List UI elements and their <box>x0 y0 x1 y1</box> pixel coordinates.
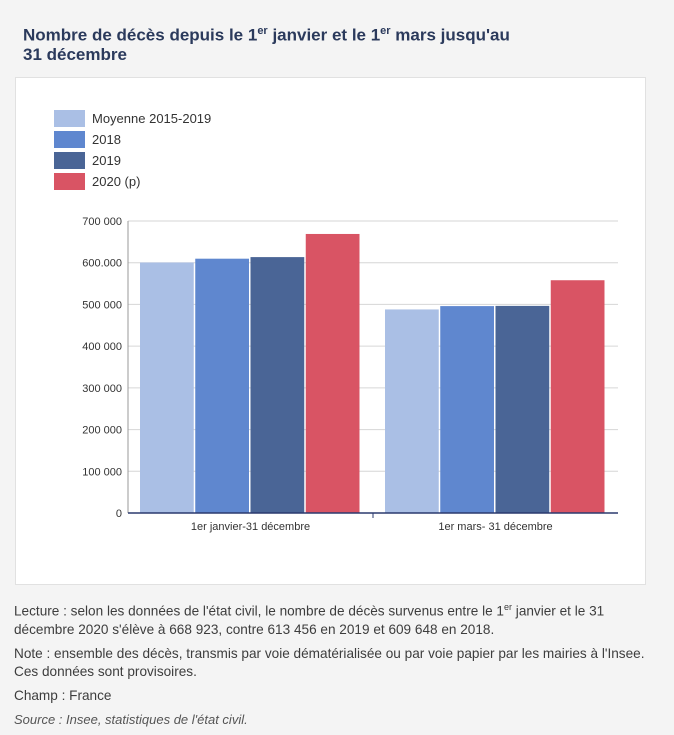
legend-label: 2018 <box>92 132 121 147</box>
legend-item: 2019 <box>54 150 211 171</box>
legend-swatch <box>54 152 85 169</box>
y-tick-label: 500 000 <box>82 299 122 311</box>
legend-swatch <box>54 131 85 148</box>
bar-1-cat-2 <box>385 309 439 513</box>
title-text-3: mars jusqu'au <box>390 25 510 45</box>
chart-title: Nombre de décès depuis le 1er janvier et… <box>23 22 653 64</box>
y-tick-label: 300 000 <box>82 383 122 395</box>
bar-3-cat-2 <box>495 305 550 513</box>
title-sup-1: er <box>257 25 268 37</box>
title-text-line2: 31 décembre <box>23 44 127 64</box>
bar-1-cat-1 <box>140 262 194 513</box>
bar-2-cat-2 <box>440 306 494 513</box>
chart-panel: 0 100 000 200 000 300 000 400 000 500 000 600.… <box>15 77 646 585</box>
x-category-label: 1er mars- 31 décembre <box>438 521 552 533</box>
title-sup-2: er <box>380 25 391 37</box>
legend-label: 2019 <box>92 153 121 168</box>
bar-3-cat-1 <box>250 257 305 513</box>
legend-swatch <box>54 110 85 127</box>
title-text-1: Nombre de décès depuis le 1 <box>23 25 258 45</box>
y-tick-label: 400 000 <box>82 341 122 353</box>
bar-4-cat-2 <box>550 280 605 513</box>
y-tick-label: 100 000 <box>82 466 122 478</box>
bar-2-cat-1 <box>195 258 249 513</box>
legend-label: 2020 (p) <box>92 174 141 189</box>
source-note: Source : Insee, statistiques de l'état c… <box>14 711 248 727</box>
chart-legend: Moyenne 2015-2019 2018 2019 2020 (p) <box>54 108 211 192</box>
y-tick-label: 0 <box>116 508 122 520</box>
legend-item: Moyenne 2015-2019 <box>54 108 211 129</box>
chart-notes: Lecture : selon les données de l'état ci… <box>14 598 662 735</box>
lecture-note: Lecture : selon les données de l'état ci… <box>14 602 605 637</box>
x-category-label: 1er janvier-31 décembre <box>191 521 310 533</box>
y-tick-label: 200 000 <box>82 425 122 437</box>
title-text-2: janvier et le 1 <box>267 25 381 45</box>
general-note: Note : ensemble des décès, transmis par … <box>14 645 645 679</box>
y-tick-label: 600.000 <box>82 258 122 270</box>
legend-swatch <box>54 173 85 190</box>
bar-4-cat-1 <box>305 233 360 513</box>
legend-item: 2020 (p) <box>54 171 211 192</box>
scope-note: Champ : France <box>14 687 112 703</box>
legend-label: Moyenne 2015-2019 <box>92 111 212 126</box>
y-tick-label: 700 000 <box>82 216 122 228</box>
legend-item: 2018 <box>54 129 211 150</box>
bar-chart: 0 100 000 200 000 300 000 400 000 500 000 600.… <box>82 216 618 533</box>
